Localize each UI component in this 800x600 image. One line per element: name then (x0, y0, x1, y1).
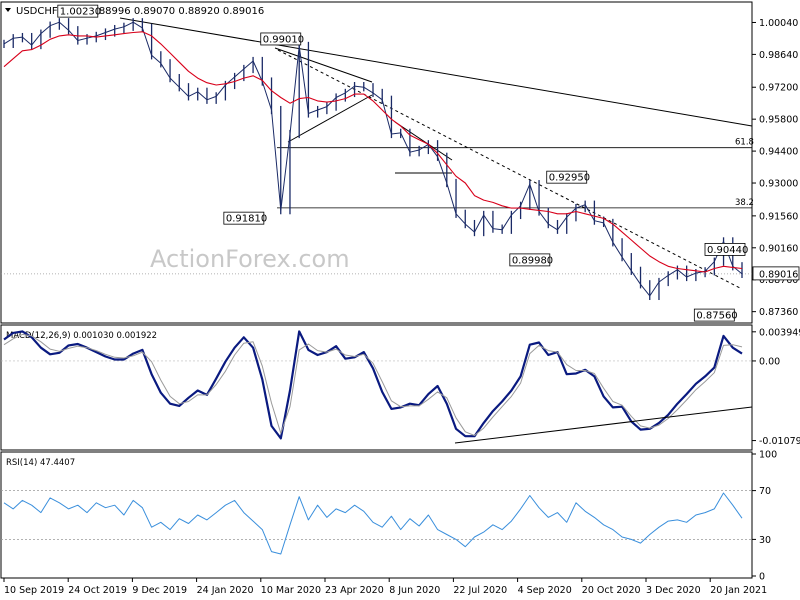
y-tick-label: 0.98640 (759, 50, 798, 61)
trendline (274, 47, 373, 83)
rsi-panel-frame (0, 451, 753, 579)
y-tick-label: 30 (759, 535, 771, 546)
current-price-label: 0.89016 (759, 269, 798, 280)
y-tick-label: 1.00040 (759, 18, 798, 29)
price-panel-frame (0, 1, 753, 324)
y-tick-label: 0.87360 (759, 307, 798, 318)
y-tick-label: -0.010793 (759, 436, 800, 447)
trendline (119, 17, 753, 127)
price-annotations: 1.00230 0.99010 0.91810 0.89980 0.92950 0.904… (57, 4, 748, 322)
rsi-header: RSI(14) 47.4407 (6, 458, 75, 468)
price-line (3, 21, 743, 297)
x-tick-label: 24 Oct 2019 (68, 585, 127, 596)
x-tick-label: 9 Dec 2019 (132, 585, 187, 596)
rsi-y-axis: 100 70 30 0 (752, 450, 777, 583)
price-annotation-label: 0.92950 (549, 173, 590, 184)
price-annotation-label: 0.91810 (226, 214, 267, 225)
price-y-axis: 1.00040 0.98640 0.97200 0.95800 0.94400 0.930… (752, 18, 800, 318)
y-tick-label: 0.88760 (759, 275, 798, 286)
y-tick-label: 0.90160 (759, 243, 798, 254)
x-axis: 10 Sep 2019 24 Oct 2019 9 Dec 2019 24 Jan 2… (3, 578, 767, 596)
price-annotation-box (509, 253, 551, 267)
price-annotation-label: 0.99010 (263, 34, 304, 45)
price-annotation-box (546, 170, 588, 184)
x-tick-label: 10 Mar 2020 (261, 585, 321, 596)
macd-signal-line (3, 333, 743, 436)
fib-level-label: 61.8 (735, 138, 754, 148)
y-tick-label: 70 (759, 486, 771, 497)
y-tick-label: 0.93000 (759, 179, 798, 190)
current-price-box (752, 266, 800, 281)
price-annotation-label: 1.00230 (60, 7, 101, 18)
price-header: USDCHF Daily 0.88996 0.89070 0.88920 0.8… (16, 6, 264, 17)
x-tick-label: 8 Jun 2020 (389, 585, 440, 596)
y-tick-label: 0.91560 (759, 211, 798, 222)
macd-y-axis: 0.003949 0.00 -0.010793 (752, 327, 800, 447)
rsi-series (1, 490, 752, 555)
y-tick-label: 0.94400 (759, 147, 798, 158)
x-tick-label: 4 Sep 2020 (518, 585, 572, 596)
moving-average-line (3, 31, 743, 273)
rsi-line (3, 492, 743, 555)
price-annotation-box (57, 4, 99, 18)
x-tick-label: 20 Oct 2020 (582, 585, 641, 596)
price-annotation-box (704, 243, 746, 256)
price-annotation-label: 0.90440 (707, 245, 748, 256)
x-tick-label: 10 Sep 2019 (4, 585, 64, 596)
x-tick-label: 23 Apr 2020 (325, 585, 384, 596)
macd-header: MACD(12,26,9) 0.001030 0.001922 (6, 331, 157, 341)
macd-panel-frame (0, 324, 753, 451)
y-tick-label: 0.97200 (759, 83, 798, 94)
x-tick-label: 3 Dec 2020 (646, 585, 701, 596)
price-annotation-box (260, 32, 302, 46)
y-tick-label: 0 (759, 572, 765, 583)
y-tick-label: 0.00 (759, 356, 780, 367)
y-tick-label: 0.95800 (759, 115, 798, 126)
price-annotation-label: 0.87560 (696, 311, 737, 322)
macd-line (3, 330, 743, 440)
y-tick-label: 0.003949 (759, 327, 800, 338)
macd-series (1, 330, 753, 444)
price-series (3, 18, 743, 301)
collapse-arrow-icon[interactable] (5, 8, 11, 12)
fib-level-label: 38.2 (735, 198, 754, 208)
x-tick-label: 22 Jul 2020 (453, 585, 507, 596)
price-overlays: 61.8 38.2 (1, 17, 754, 289)
price-annotation-box (223, 211, 265, 225)
x-tick-label: 20 Jan 2021 (710, 585, 767, 596)
macd-support-trendline (454, 406, 753, 444)
y-tick-label: 100 (759, 450, 777, 461)
price-annotation-label: 0.89980 (512, 255, 553, 266)
trendline (394, 121, 453, 161)
x-tick-label: 24 Jan 2020 (197, 585, 254, 596)
trendline (287, 94, 373, 143)
watermark: ActionForex.com (150, 245, 350, 273)
price-annotation-box (693, 308, 735, 322)
